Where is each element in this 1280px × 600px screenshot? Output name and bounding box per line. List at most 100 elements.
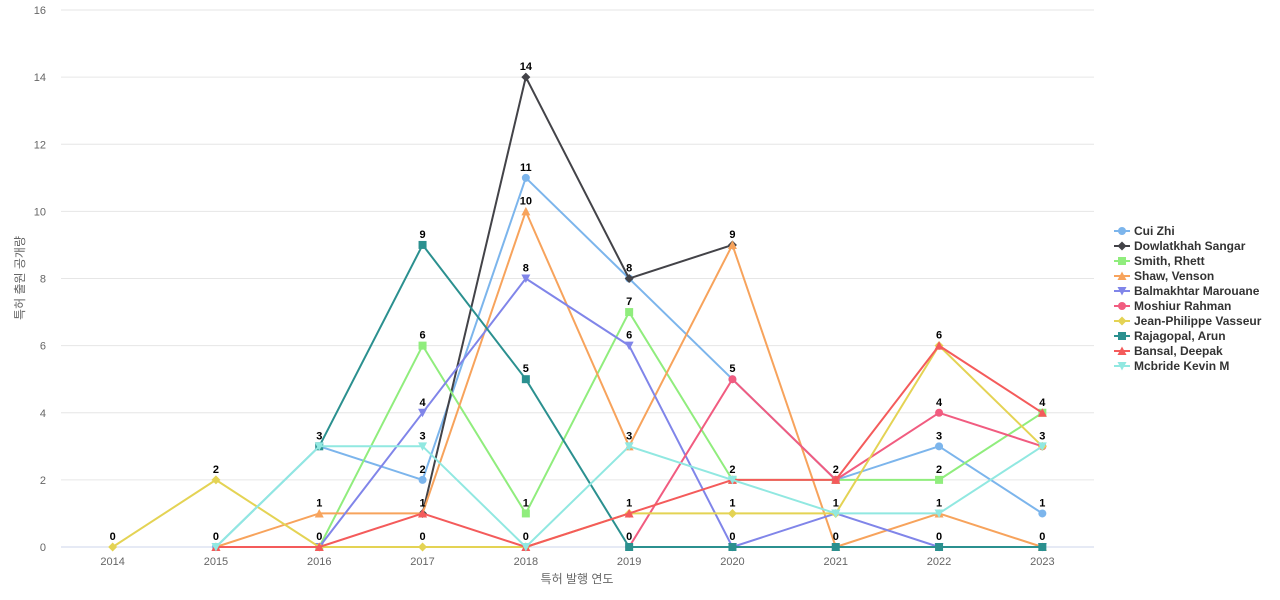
data-point-marker [521, 509, 530, 518]
data-label: 9 [419, 229, 425, 241]
y-tick-label: 16 [34, 5, 46, 17]
data-label: 2 [729, 464, 735, 476]
series-line [318, 243, 1043, 548]
series-line [318, 311, 1043, 548]
data-label: 2 [213, 464, 219, 476]
data-point-marker [418, 475, 427, 484]
data-point-marker [521, 206, 531, 216]
data-point-marker [624, 341, 634, 351]
legend-item[interactable]: Dowlatkhah Sangar [1114, 239, 1246, 253]
data-point-marker [934, 509, 944, 518]
legend-item[interactable]: Moshiur Rahman [1114, 299, 1231, 313]
legend-marker [1117, 271, 1127, 280]
data-point-marker [521, 72, 531, 82]
data-label: 4 [936, 397, 943, 409]
data-label: 1 [936, 497, 942, 509]
data-point-marker [935, 442, 944, 451]
data-point-marker [418, 442, 428, 451]
legend-label: Rajagopal, Arun [1134, 329, 1226, 343]
data-point-marker [831, 543, 840, 551]
data-label: 5 [523, 363, 529, 375]
data-label: 0 [110, 531, 116, 543]
data-label: 8 [626, 263, 632, 275]
legend-item[interactable]: Jean-Philippe Vasseur [1114, 314, 1262, 328]
y-axis: 0 2 4 6 8 10 12 14 16 [34, 5, 46, 554]
y-tick-label: 2 [40, 475, 46, 487]
data-label: 0 [419, 531, 425, 543]
data-point-marker [418, 542, 428, 552]
data-label: 0 [833, 531, 839, 543]
x-tick-label: 2022 [927, 556, 951, 568]
data-label: 1 [523, 497, 529, 509]
legend-item[interactable]: Smith, Rhett [1114, 254, 1205, 268]
legend-item[interactable]: Rajagopal, Arun [1114, 329, 1226, 343]
series-cui-zhi[interactable] [211, 173, 1047, 551]
x-tick-label: 2020 [720, 556, 744, 568]
data-label: 8 [523, 263, 529, 275]
data-point-marker [727, 475, 737, 485]
legend-item[interactable]: Bansal, Deepak [1114, 344, 1223, 358]
data-label: 2 [419, 464, 425, 476]
series-jean-philippe-vasseur[interactable] [108, 341, 1047, 552]
series-line [215, 176, 1043, 548]
legend-label: Shaw, Venson [1134, 269, 1214, 283]
data-point-marker [625, 543, 634, 551]
data-point-marker [418, 240, 427, 249]
data-label: 11 [520, 162, 532, 174]
legend-item[interactable]: Shaw, Venson [1114, 269, 1214, 283]
legend-marker [1117, 287, 1127, 296]
data-label: 0 [729, 531, 735, 543]
data-point-marker [727, 508, 737, 518]
x-tick-label: 2019 [617, 556, 641, 568]
data-point-marker [521, 543, 531, 552]
legend-label: Dowlatkhah Sangar [1134, 239, 1246, 253]
legend-label: Jean-Philippe Vasseur [1134, 314, 1262, 328]
data-label: 4 [1039, 397, 1046, 409]
data-point-marker [108, 542, 118, 552]
data-point-marker [831, 509, 841, 518]
data-label: 14 [520, 61, 533, 73]
legend-item[interactable]: Cui Zhi [1114, 224, 1175, 238]
data-label: 0 [1039, 531, 1045, 543]
series-mcbride-kevin-m[interactable] [211, 442, 1047, 552]
data-label: 1 [1039, 497, 1045, 509]
data-point-marker [418, 508, 428, 518]
series-bansal-deepak[interactable] [211, 341, 1047, 551]
x-tick-label: 2014 [100, 556, 124, 568]
data-label: 0 [523, 531, 529, 543]
data-point-marker [1037, 408, 1047, 417]
data-point-marker [935, 543, 944, 551]
data-point-marker [1037, 442, 1047, 451]
y-tick-label: 8 [40, 274, 46, 286]
data-point-marker [211, 543, 221, 552]
data-label: 5 [729, 363, 735, 375]
legend-label: Balmakhtar Marouane [1134, 284, 1260, 298]
data-point-marker [418, 408, 428, 418]
data-point-marker [314, 442, 324, 451]
data-label: 1 [419, 497, 425, 509]
data-label: 3 [316, 430, 322, 442]
legend-marker [1117, 346, 1127, 355]
data-point-marker [831, 475, 841, 484]
data-label: 3 [419, 430, 425, 442]
data-label: 3 [626, 430, 632, 442]
legend-item[interactable]: Mcbride Kevin M [1114, 359, 1229, 373]
data-point-marker [624, 508, 634, 518]
legend-marker [1118, 332, 1126, 340]
data-label: 9 [729, 229, 735, 241]
data-point-marker [625, 308, 634, 317]
legend-item[interactable]: Balmakhtar Marouane [1114, 284, 1260, 298]
legend-label: Moshiur Rahman [1134, 299, 1231, 313]
legend-marker [1117, 241, 1127, 251]
x-tick-label: 2015 [204, 556, 228, 568]
series-group [108, 72, 1047, 552]
data-label: 0 [626, 531, 632, 543]
data-point-marker [1038, 543, 1047, 551]
x-axis: 2014 2015 2016 2017 2018 2019 2020 2021 2022 2023 [100, 556, 1054, 568]
data-label: 2 [833, 464, 839, 476]
x-tick-label: 2018 [514, 556, 538, 568]
legend-label: Mcbride Kevin M [1134, 359, 1229, 373]
legend-label: Smith, Rhett [1134, 254, 1205, 268]
